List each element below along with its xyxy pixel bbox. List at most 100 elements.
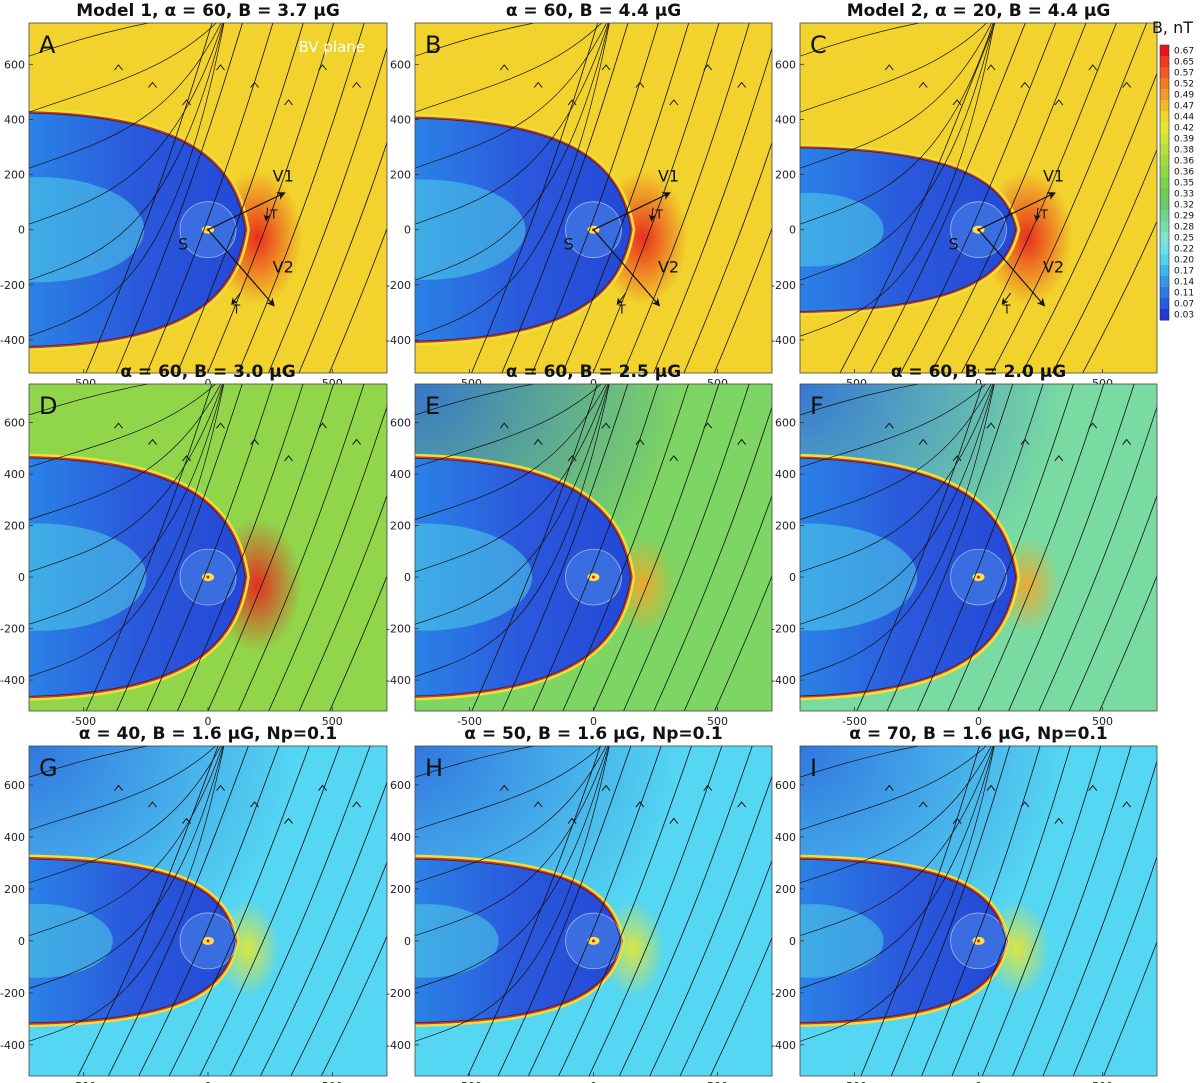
field-direction-arrow (1122, 81, 1132, 88)
field-line (562, 23, 690, 373)
y-tick-label: -400 (771, 674, 796, 687)
field-line (532, 384, 659, 711)
colorbar-label: 0.14 (1174, 278, 1194, 288)
field-line (146, 384, 274, 711)
field-line (268, 405, 387, 711)
field-line (176, 23, 304, 373)
y-tick-label: -200 (386, 279, 411, 292)
field-line (1082, 220, 1157, 373)
field-direction-arrow (737, 801, 747, 808)
field-direction-arrow (1122, 438, 1132, 445)
field-direction-arrow (216, 64, 225, 71)
field-line (900, 23, 1057, 373)
bv-plane-label: BV plane (299, 38, 365, 56)
field-line (800, 384, 992, 521)
field-direction-arrow (499, 422, 509, 429)
colorbar-swatch (1160, 243, 1169, 255)
colorbar-swatch (1160, 177, 1169, 189)
field-line (415, 746, 610, 1042)
colorbar-swatch (1160, 133, 1169, 145)
panel-letter: B (425, 31, 441, 59)
field-line (298, 141, 387, 373)
field-line (592, 384, 720, 711)
field-direction-arrow (1020, 801, 1030, 808)
v2-label: V2 (1043, 257, 1064, 276)
field-direction-arrow (601, 422, 611, 429)
x-tick-label: -500 (71, 1080, 96, 1083)
panel-title: α = 40, B = 1.6 μG, Np=0.1 (79, 724, 337, 744)
y-tick-label: 200 (390, 883, 411, 896)
field-direction-arrow (182, 817, 191, 824)
field-line (415, 746, 536, 778)
heliosheath (800, 859, 1006, 1023)
field-line (800, 384, 994, 573)
field-line (588, 746, 723, 1076)
voyager1-direction (207, 192, 286, 231)
field-direction-arrow (182, 455, 191, 462)
field-direction-arrow (1020, 438, 1030, 445)
field-line (415, 384, 609, 573)
field-line (29, 384, 221, 521)
colorbar-label: 0.36 (1174, 168, 1194, 178)
field-lines (29, 384, 387, 711)
field-line (29, 23, 217, 113)
trajectory-annotations: S V1 V2 T T (949, 166, 1065, 316)
t-direction-1 (1033, 207, 1041, 222)
voyager1-direction (593, 192, 671, 231)
colorbar-swatch (1160, 232, 1169, 244)
field-direction-arrow (148, 801, 157, 808)
field-direction-arrow (250, 438, 259, 445)
field-lines (800, 23, 1157, 373)
y-tick-label: -200 (0, 279, 25, 292)
panel-letter: H (425, 754, 443, 782)
panel-D: Dα = 60, B = 3.0 μG 600 400 200 0 -200 -400 -50… (0, 362, 388, 728)
sun-label: S (564, 235, 574, 254)
field-line (467, 746, 601, 1076)
field-lines (800, 384, 1157, 711)
trajectory-annotations: S V1 V2 T T (564, 166, 680, 316)
field-line (207, 384, 334, 711)
y-tick-label: -200 (771, 623, 796, 636)
y-tick-label: 400 (775, 468, 796, 481)
field-direction-arrow (567, 455, 577, 462)
field-line (800, 384, 987, 468)
field-direction-arrow (1122, 801, 1132, 808)
field-direction-arrow (284, 455, 293, 462)
heliotail-core (800, 904, 884, 978)
heliotail-core (800, 192, 884, 267)
field-line (497, 746, 632, 1076)
colorbar-label: 0.57 (1174, 69, 1194, 79)
draped-field-line (415, 858, 622, 1023)
panel-title: α = 60, B = 3.0 μG (120, 362, 295, 382)
t-direction-2 (1001, 292, 1012, 305)
y-tick-label: 200 (775, 169, 796, 182)
colorbar-label: 0.49 (1174, 91, 1194, 101)
field-line (800, 23, 992, 169)
field-line (415, 23, 537, 57)
field-direction-arrow (352, 438, 361, 445)
y-tick-label: 600 (390, 58, 411, 71)
voyager1-direction (978, 192, 1056, 231)
field-line (290, 861, 387, 1076)
v2-label: V2 (658, 257, 679, 276)
field-direction-arrow (986, 784, 996, 791)
y-tick-label: 400 (390, 113, 411, 126)
y-tick-label: -400 (0, 674, 25, 687)
field-line (1103, 940, 1157, 1076)
field-direction-arrow (567, 99, 577, 106)
field-direction-arrow (250, 81, 259, 88)
colorbar: B, nT0.670.650.570.520.490.470.440.420.3… (1152, 18, 1194, 321)
t-direction-2 (616, 292, 627, 305)
field-line (415, 746, 610, 989)
field-line (415, 384, 610, 625)
field-direction-arrow (1054, 455, 1064, 462)
field-line (653, 405, 772, 711)
field-direction-arrow (635, 81, 645, 88)
colorbar-swatch (1160, 287, 1169, 299)
field-line (415, 384, 602, 468)
panel-letter: G (39, 754, 58, 782)
y-tick-label: 0 (18, 935, 25, 948)
x-axis: -500 0 500 (842, 1072, 1113, 1083)
panel-B: S V1 V2 T T Bα = 60, B = 4.4 μG 600 400 200 0 -200… (386, 1, 773, 390)
field-direction-arrow (114, 64, 123, 71)
